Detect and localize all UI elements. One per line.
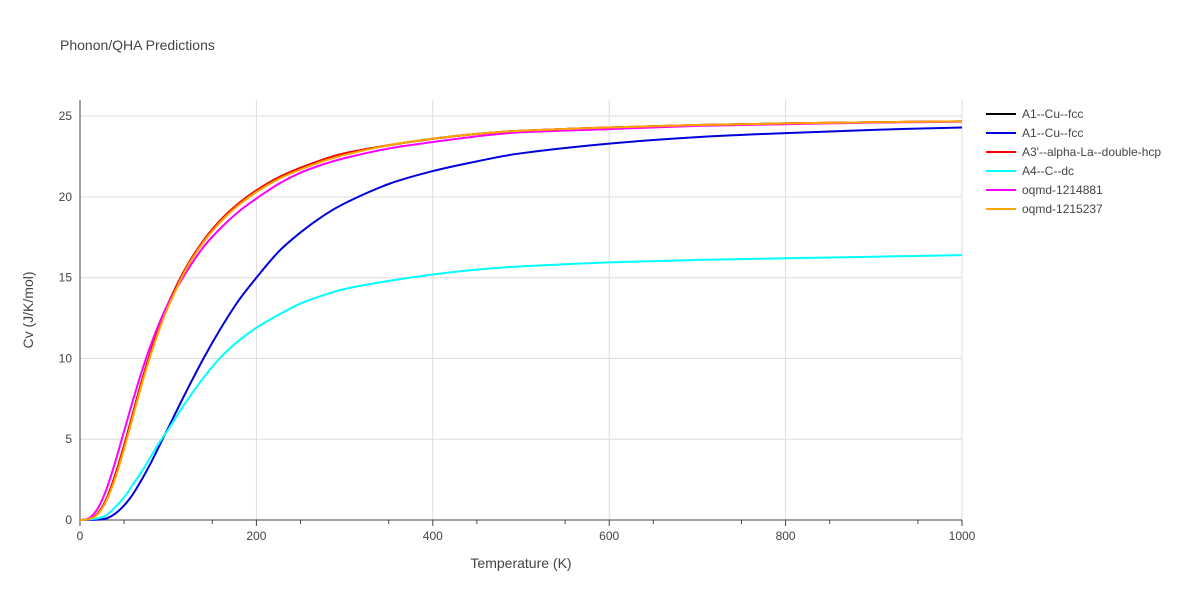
x-tick-label: 1000 bbox=[949, 529, 976, 543]
legend-label[interactable]: A1--Cu--fcc bbox=[1022, 126, 1083, 140]
legend-label[interactable]: A4--C--dc bbox=[1022, 164, 1074, 178]
axes: 0 200 400 600 800 1000 0 5 10 15 20 25 bbox=[59, 100, 976, 543]
legend: A1--Cu--fcc A1--Cu--fcc A3'--alpha-La--dou… bbox=[986, 107, 1161, 216]
series-line bbox=[79, 120, 963, 521]
x-tick-label: 600 bbox=[599, 529, 619, 543]
y-axis-title: Cv (J/K/mol) bbox=[20, 272, 36, 349]
legend-label[interactable]: oqmd-1214881 bbox=[1022, 183, 1103, 197]
y-tick-label: 10 bbox=[59, 351, 73, 365]
series-line bbox=[79, 120, 963, 521]
series-line bbox=[79, 120, 963, 521]
series-line bbox=[79, 120, 963, 521]
legend-label[interactable]: A3'--alpha-La--double-hcp bbox=[1022, 145, 1161, 159]
y-tick-label: 0 bbox=[65, 513, 72, 527]
x-tick-label: 800 bbox=[776, 529, 796, 543]
legend-label[interactable]: A1--Cu--fcc bbox=[1022, 107, 1083, 121]
y-tick-label: 20 bbox=[59, 190, 73, 204]
x-tick-label: 0 bbox=[77, 529, 84, 543]
x-tick-label: 400 bbox=[423, 529, 443, 543]
x-tick-label: 200 bbox=[246, 529, 266, 543]
x-axis-title: Temperature (K) bbox=[470, 555, 571, 571]
series-line bbox=[79, 126, 963, 521]
chart-title: Phonon/QHA Predictions bbox=[60, 37, 215, 53]
y-tick-label: 25 bbox=[59, 109, 73, 123]
series-line bbox=[79, 254, 963, 521]
y-tick-label: 15 bbox=[59, 271, 73, 285]
grid bbox=[80, 100, 963, 520]
y-tick-label: 5 bbox=[65, 432, 72, 446]
plot-area bbox=[79, 120, 963, 521]
legend-label[interactable]: oqmd-1215237 bbox=[1022, 202, 1103, 216]
